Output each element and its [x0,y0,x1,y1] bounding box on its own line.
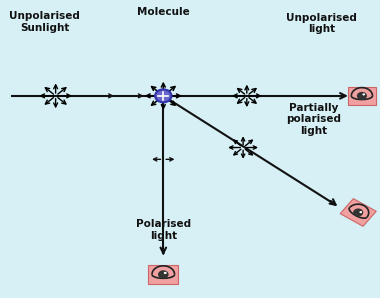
Circle shape [155,89,171,102]
Text: Molecule: Molecule [137,7,190,17]
Polygon shape [149,265,178,284]
Circle shape [353,208,363,217]
Circle shape [359,211,362,213]
Circle shape [357,92,367,100]
Polygon shape [340,199,376,226]
Circle shape [363,93,365,95]
Text: Partially
polarised
light: Partially polarised light [286,103,341,136]
Text: Polarised
light: Polarised light [136,219,191,241]
Polygon shape [348,87,376,105]
Text: Unpolarised
Sunlight: Unpolarised Sunlight [9,11,80,33]
Circle shape [164,272,167,274]
Circle shape [158,270,169,279]
Text: Unpolarised
light: Unpolarised light [286,13,357,34]
